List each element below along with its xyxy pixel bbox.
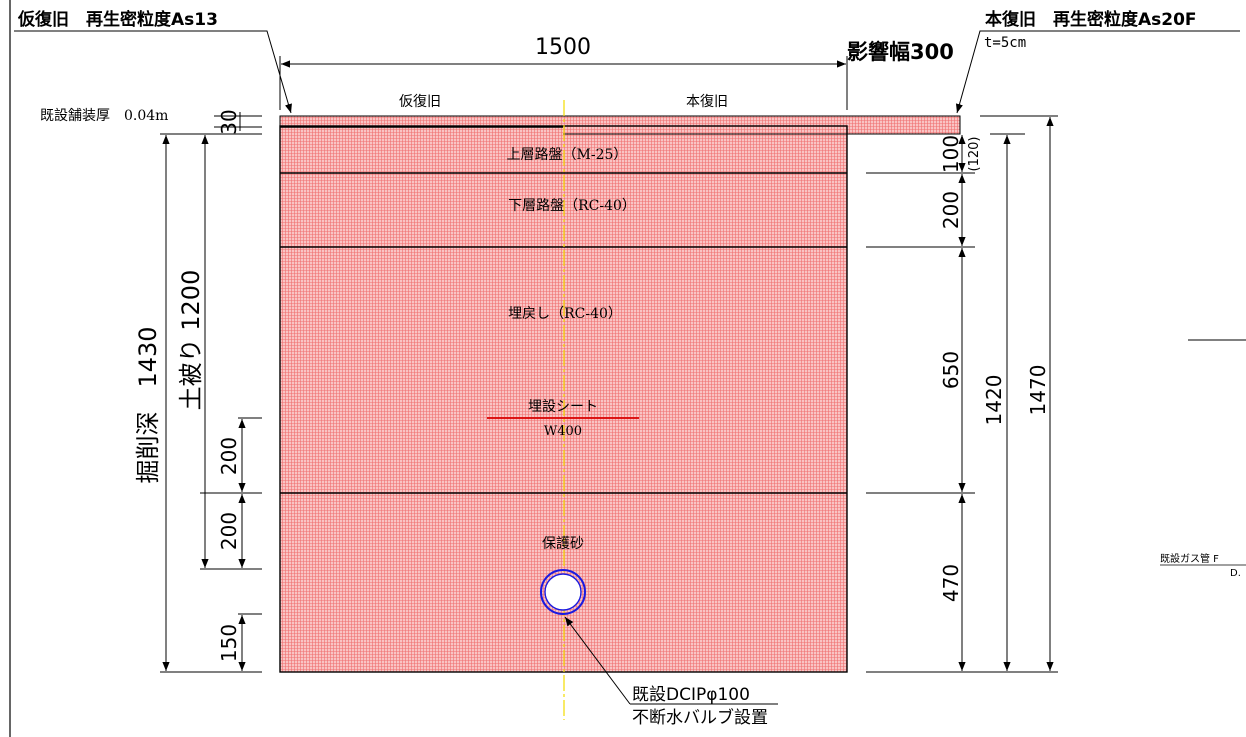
leader-temp bbox=[14, 30, 292, 114]
dim-120: (120) bbox=[967, 137, 982, 172]
header-main-restoration: 本復旧 再生密粒度As20F bbox=[985, 9, 1197, 30]
dim-1470: 1470 bbox=[1026, 365, 1050, 416]
existing-pipe-inner bbox=[544, 573, 582, 611]
edge-gas-pipe-label: 既設ガス管 F bbox=[1160, 552, 1219, 565]
dim-1420: 1420 bbox=[982, 375, 1006, 426]
thickness-label: t=5cm bbox=[984, 35, 1026, 51]
dim-100: 100 bbox=[939, 135, 963, 173]
leader-main bbox=[955, 30, 1240, 114]
pipe-label-line2: 不断水バルブ設置 bbox=[632, 707, 768, 728]
existing-pipe-outer bbox=[540, 569, 586, 615]
dim-soil-cover: 土被り 1200 bbox=[177, 270, 205, 411]
dim-200-b: 200 bbox=[217, 512, 241, 550]
label-backfill: 埋戻し（RC-40） bbox=[508, 306, 622, 322]
influence-width-label: 影響幅300 bbox=[847, 40, 954, 64]
right-dimension-group bbox=[866, 115, 1058, 673]
label-protect-sand: 保護砂 bbox=[542, 536, 584, 552]
trench-body bbox=[279, 100, 961, 720]
pipe-leader bbox=[564, 616, 631, 705]
dim-200-right: 200 bbox=[939, 191, 963, 229]
label-marker-width: W400 bbox=[544, 424, 582, 439]
dim-30: 30 bbox=[217, 109, 241, 134]
pipe-label-line1: 既設DCIPφ100 bbox=[632, 685, 750, 705]
dim-650: 650 bbox=[939, 351, 963, 389]
label-upper-base: 上層路盤（M-25） bbox=[507, 147, 628, 163]
dim-1500: 1500 bbox=[535, 35, 591, 60]
dim-excavation-depth: 掘削深 1430 bbox=[134, 326, 162, 483]
dim-150: 150 bbox=[217, 624, 241, 662]
label-marker-sheet: 埋設シート bbox=[528, 399, 598, 415]
edge-gas-depth: D. bbox=[1230, 568, 1241, 579]
dim-470: 470 bbox=[939, 564, 963, 602]
dim-200-a: 200 bbox=[217, 437, 241, 475]
label-lower-base: 下層路盤（RC-40） bbox=[508, 198, 636, 214]
header-temp-restoration: 仮復旧 再生密粒度As13 bbox=[17, 9, 218, 30]
label-main-surface: 本復旧 bbox=[686, 93, 728, 110]
label-temp-surface: 仮復旧 bbox=[399, 93, 441, 110]
label-existing-pavement: 既設舗装厚 0.04m bbox=[40, 108, 168, 124]
left-dimension-group bbox=[160, 112, 262, 673]
